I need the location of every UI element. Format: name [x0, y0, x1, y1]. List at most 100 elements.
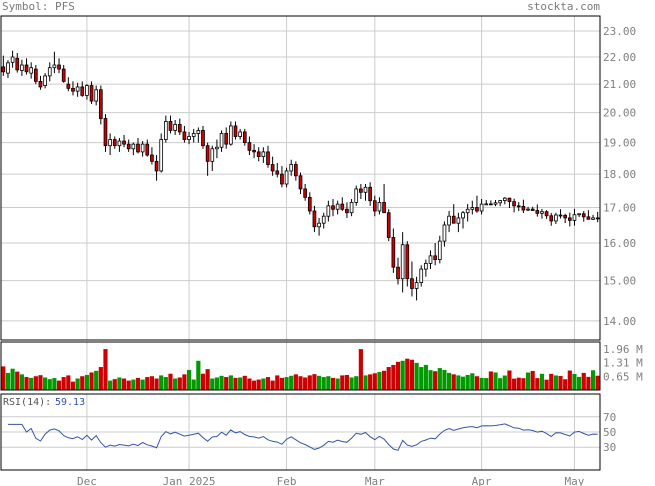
- volume-bar: [275, 375, 280, 390]
- volume-bar: [539, 373, 545, 390]
- candle-body: [80, 86, 85, 96]
- candle-body: [386, 212, 391, 238]
- candle-body: [126, 143, 131, 150]
- volume-bar: [210, 378, 215, 390]
- volume-tick-label: 0.65 M: [603, 370, 643, 383]
- rsi-tick-label: 30: [603, 441, 616, 454]
- volume-bar: [326, 376, 331, 390]
- volume-bar: [135, 377, 141, 390]
- candle-body: [382, 202, 386, 214]
- candle-body: [307, 196, 312, 212]
- volume-bar: [535, 378, 540, 390]
- candle-body: [354, 188, 359, 203]
- candle-body: [317, 222, 321, 228]
- volume-bar: [507, 370, 512, 390]
- candle-body: [595, 217, 600, 220]
- volume-bar: [456, 375, 461, 390]
- candle-body: [572, 214, 577, 221]
- volume-bar: [154, 378, 159, 390]
- candle-body: [275, 170, 280, 175]
- candle-body: [456, 217, 461, 224]
- volume-bar: [391, 364, 396, 390]
- candle-body: [298, 175, 303, 190]
- candle-body: [57, 64, 61, 70]
- price-tick-label: 21.00: [603, 78, 636, 91]
- volume-bar: [94, 370, 99, 390]
- volume-bar: [465, 374, 470, 390]
- candle-body: [145, 143, 150, 156]
- candle-body: [224, 133, 229, 145]
- volume-bar: [363, 375, 368, 390]
- volume-bar: [38, 375, 43, 390]
- volume-bar: [558, 376, 563, 390]
- volume-bar: [553, 375, 558, 390]
- rsi-value: 59.13: [55, 397, 85, 408]
- candle-body: [521, 206, 526, 211]
- volume-bar: [340, 375, 345, 390]
- volume-bar: [289, 375, 294, 390]
- volume-bar: [470, 373, 475, 390]
- volume-bar: [321, 377, 326, 390]
- price-tick-label: 19.00: [603, 137, 636, 150]
- volume-bar: [298, 376, 303, 390]
- candle-body: [154, 160, 159, 172]
- candle-body: [256, 151, 261, 157]
- candle-body: [475, 207, 479, 212]
- candle-body: [507, 197, 512, 203]
- candle-body: [447, 215, 451, 226]
- volume-bar: [516, 377, 521, 390]
- candle-body: [479, 203, 484, 212]
- candle-body: [61, 68, 66, 82]
- volume-bar: [163, 377, 168, 390]
- candle-body: [442, 224, 447, 242]
- candle-body: [29, 67, 34, 74]
- candle-body: [71, 87, 75, 92]
- rsi-panel: RSI(14): 59.13: [3, 397, 598, 451]
- rsi-frame: [0, 393, 601, 471]
- candle-body: [201, 130, 205, 147]
- volume-bar: [279, 377, 285, 390]
- volume-bar: [61, 377, 66, 390]
- volume-frame: [0, 341, 601, 391]
- candle-body: [261, 151, 266, 157]
- x-tick-label: Feb: [277, 475, 297, 486]
- volume-bar: [368, 374, 373, 390]
- candle-body: [187, 136, 191, 140]
- volume-bar: [24, 377, 29, 390]
- volume-bar: [168, 373, 173, 390]
- volume-bar: [108, 380, 113, 390]
- volume-bar: [451, 374, 456, 390]
- candle-body: [98, 89, 103, 119]
- price-candles: [1, 50, 600, 301]
- volume-bar: [173, 378, 178, 390]
- candle-body: [535, 210, 540, 214]
- candle-body: [150, 154, 154, 162]
- volume-bar: [303, 377, 308, 390]
- volume-bar: [484, 378, 489, 390]
- volume-bar: [293, 374, 298, 390]
- volume-bar: [112, 379, 117, 390]
- candle-body: [52, 64, 57, 69]
- candle-body: [47, 67, 52, 77]
- volume-bar: [265, 377, 271, 390]
- volume-bar: [474, 376, 480, 390]
- volume-bar: [89, 372, 94, 390]
- volume-bar: [521, 378, 526, 390]
- volume-bar: [15, 371, 20, 390]
- candle-body: [321, 215, 326, 224]
- rsi-tick-label: 70: [603, 411, 616, 424]
- candle-body: [284, 170, 289, 185]
- volume-bar: [381, 370, 387, 390]
- candle-body: [526, 208, 530, 211]
- volume-bar: [354, 376, 359, 390]
- volume-bar: [512, 378, 517, 390]
- volume-bar: [219, 375, 224, 390]
- candle-body: [563, 214, 568, 219]
- candle-body: [335, 203, 340, 210]
- volume-bar: [98, 367, 103, 390]
- candle-body: [410, 278, 414, 289]
- symbol-label: Symbol: PFS: [2, 0, 75, 13]
- candle-body: [428, 255, 433, 264]
